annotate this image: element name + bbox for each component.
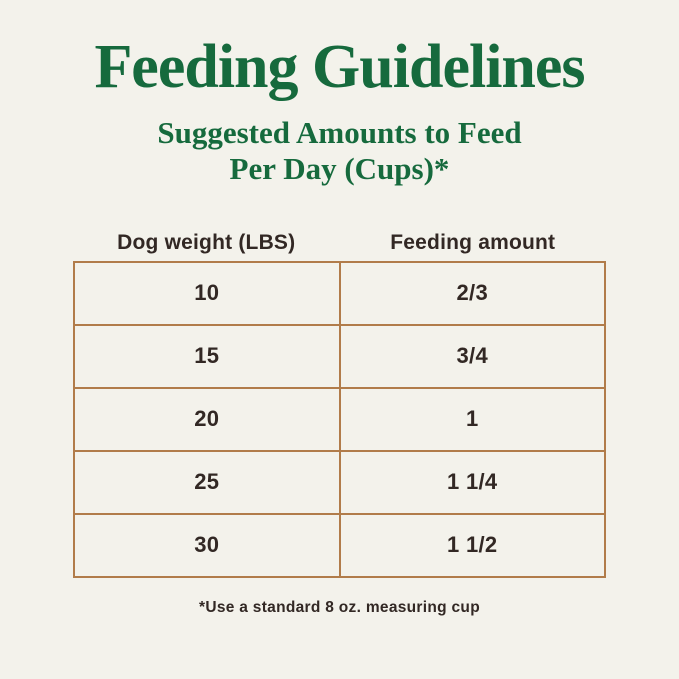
column-header-dog-weight: Dog weight (LBS): [117, 230, 296, 254]
feeding-table: 10 2/3 15 3/4 20 1 25 1 1/4 30 1 1/2: [73, 260, 606, 578]
table-row: 20 1: [73, 386, 606, 452]
table-row: 25 1 1/4: [73, 449, 606, 515]
page-title: Feeding Guidelines: [94, 33, 585, 101]
table-column-headers: Dog weight (LBS) Feeding amount: [73, 231, 606, 255]
amount-cell: 1: [338, 386, 606, 452]
measuring-cup-footnote: *Use a standard 8 oz. measuring cup: [199, 598, 480, 616]
weight-cell: 15: [73, 323, 341, 389]
weight-cell: 30: [73, 512, 341, 578]
amount-cell: 1 1/4: [338, 449, 606, 515]
column-header-feeding-amount: Feeding amount: [390, 230, 556, 254]
amount-cell: 3/4: [338, 323, 606, 389]
subtitle-line-2: Per Day (Cups)*: [229, 150, 450, 186]
subtitle-line-1: Suggested Amounts to Feed: [157, 114, 522, 150]
amount-cell: 1 1/2: [338, 512, 606, 578]
page-subtitle: Suggested Amounts to Feed Per Day (Cups)…: [157, 115, 521, 187]
weight-cell: 20: [73, 386, 341, 452]
table-row: 15 3/4: [73, 323, 606, 389]
weight-cell: 25: [73, 449, 341, 515]
table-row: 30 1 1/2: [73, 512, 606, 578]
feeding-table-section: Dog weight (LBS) Feeding amount 10 2/3 1…: [73, 231, 606, 578]
weight-cell: 10: [73, 260, 341, 326]
amount-cell: 2/3: [338, 260, 606, 326]
table-row: 10 2/3: [73, 260, 606, 326]
